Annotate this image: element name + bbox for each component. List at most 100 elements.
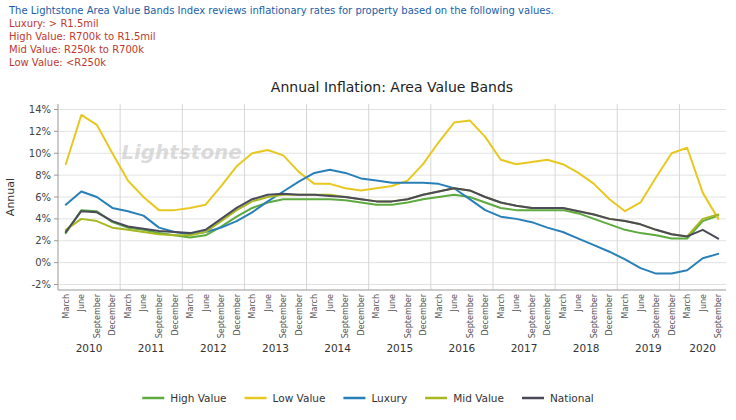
y-tick-label: -2%: [32, 279, 51, 290]
x-tick-label: June: [637, 294, 646, 313]
legend-label: Luxury: [371, 392, 407, 404]
legend-swatch: [343, 397, 365, 400]
y-tick: [54, 240, 58, 241]
x-tick-label: December: [668, 293, 677, 335]
legend-swatch: [522, 397, 544, 400]
x-tick-label: September: [93, 293, 102, 338]
y-axis-line: [58, 104, 59, 290]
x-group-label: 2019: [635, 342, 662, 354]
legend-swatch: [245, 397, 267, 400]
grid: [58, 104, 726, 290]
grid-line: [58, 218, 726, 219]
x-tick-label: December: [419, 293, 428, 335]
x-tick-label: December: [543, 293, 552, 335]
x-tick-label: December: [233, 293, 242, 335]
y-tick-label: 0%: [35, 257, 51, 268]
x-group-label: 2013: [262, 342, 289, 354]
x-tick-label: December: [605, 293, 614, 335]
legend-label: National: [550, 392, 594, 404]
y-tick-label: 10%: [29, 148, 51, 159]
grid-line: [58, 131, 726, 132]
x-group-label: 2010: [76, 342, 103, 354]
x-tick-label: December: [481, 293, 490, 335]
y-tick: [54, 153, 58, 154]
x-axis-line: [58, 290, 726, 291]
legend-swatch: [425, 397, 447, 400]
x-tick-label: March: [497, 294, 506, 318]
x-group-label: 2017: [511, 342, 538, 354]
group-separator: [679, 104, 680, 290]
group-separator: [492, 104, 493, 290]
grid-line: [58, 284, 726, 285]
legend-label: Low Value: [273, 392, 326, 404]
x-group-label: 2018: [573, 342, 600, 354]
series-line: [66, 188, 718, 238]
x-tick-label: September: [528, 293, 537, 338]
x-tick-label: September: [652, 293, 661, 338]
y-axis-label: Annual: [4, 178, 17, 216]
y-tick-label: 2%: [35, 235, 51, 246]
header-line: The Lightstone Area Value Bands Index re…: [8, 5, 554, 16]
x-tick-label: September: [155, 293, 164, 338]
grid-line: [58, 197, 726, 198]
header-line: Low Value: <R250k: [9, 57, 106, 68]
header-line: Mid Value: R250k to R700k: [9, 44, 144, 55]
x-tick-label: March: [186, 294, 195, 318]
title: Annual Inflation: Area Value Bands: [271, 79, 513, 95]
y-tick: [54, 284, 58, 285]
y-tick-label: 4%: [35, 213, 51, 224]
x-tick-label: March: [248, 294, 257, 318]
x-group-label: 2014: [324, 342, 351, 354]
x-tick-label: September: [404, 293, 413, 338]
series-line: [66, 188, 718, 236]
x-tick-label: March: [310, 294, 319, 318]
legend-swatch: [142, 397, 164, 400]
series-line: [66, 115, 718, 219]
group-separator: [368, 104, 369, 290]
legend-label: High Value: [170, 392, 226, 404]
x-tick-label: March: [621, 294, 630, 318]
x-tick-label: September: [279, 293, 288, 338]
legend-label: Mid Value: [453, 392, 504, 404]
y-tick: [54, 218, 58, 219]
group-separator: [120, 104, 121, 290]
x-tick-label: June: [139, 294, 148, 313]
x-tick-label: March: [683, 294, 692, 318]
x-tick-label: June: [77, 294, 86, 313]
group-separator: [430, 104, 431, 290]
x-tick-label: September: [341, 293, 350, 338]
group-separator: [244, 104, 245, 290]
x-group-label: 2016: [449, 342, 476, 354]
y-tick-label: 12%: [29, 126, 51, 137]
grid-line: [58, 175, 726, 176]
x-tick-label: March: [559, 294, 568, 318]
grid-line: [58, 109, 726, 110]
legend-item: Low Value: [245, 392, 326, 404]
series-lines: [66, 115, 718, 274]
x-tick-label: June: [326, 294, 335, 313]
x-group-label: 2011: [138, 342, 165, 354]
legend: High Value Low Value Luxury Mid Value Nation…: [142, 392, 594, 404]
grid-line: [58, 262, 726, 263]
x-tick-label: March: [435, 294, 444, 318]
legend-item: High Value: [142, 392, 226, 404]
x-tick-label: June: [388, 294, 397, 313]
x-tick-label: June: [450, 294, 459, 313]
chart: The Lightstone Area Value Bands Index re…: [0, 0, 736, 420]
group-separator: [555, 104, 556, 290]
grid-line: [58, 240, 726, 241]
x-tick-label: December: [357, 293, 366, 335]
watermark: Lightstone: [121, 140, 242, 164]
x-tick-label: September: [217, 293, 226, 338]
x-tick-label: June: [699, 294, 708, 313]
legend-item: Mid Value: [425, 392, 504, 404]
x-tick-label: December: [171, 293, 180, 335]
x-tick-label: September: [466, 293, 475, 338]
legend-item: Luxury: [343, 392, 407, 404]
x-tick-label: December: [295, 293, 304, 335]
x-tick-label: June: [264, 294, 273, 313]
header-line: High Value: R700k to R1.5mil: [9, 31, 156, 42]
group-separator: [306, 104, 307, 290]
y-tick: [54, 197, 58, 198]
group-separator: [182, 104, 183, 290]
